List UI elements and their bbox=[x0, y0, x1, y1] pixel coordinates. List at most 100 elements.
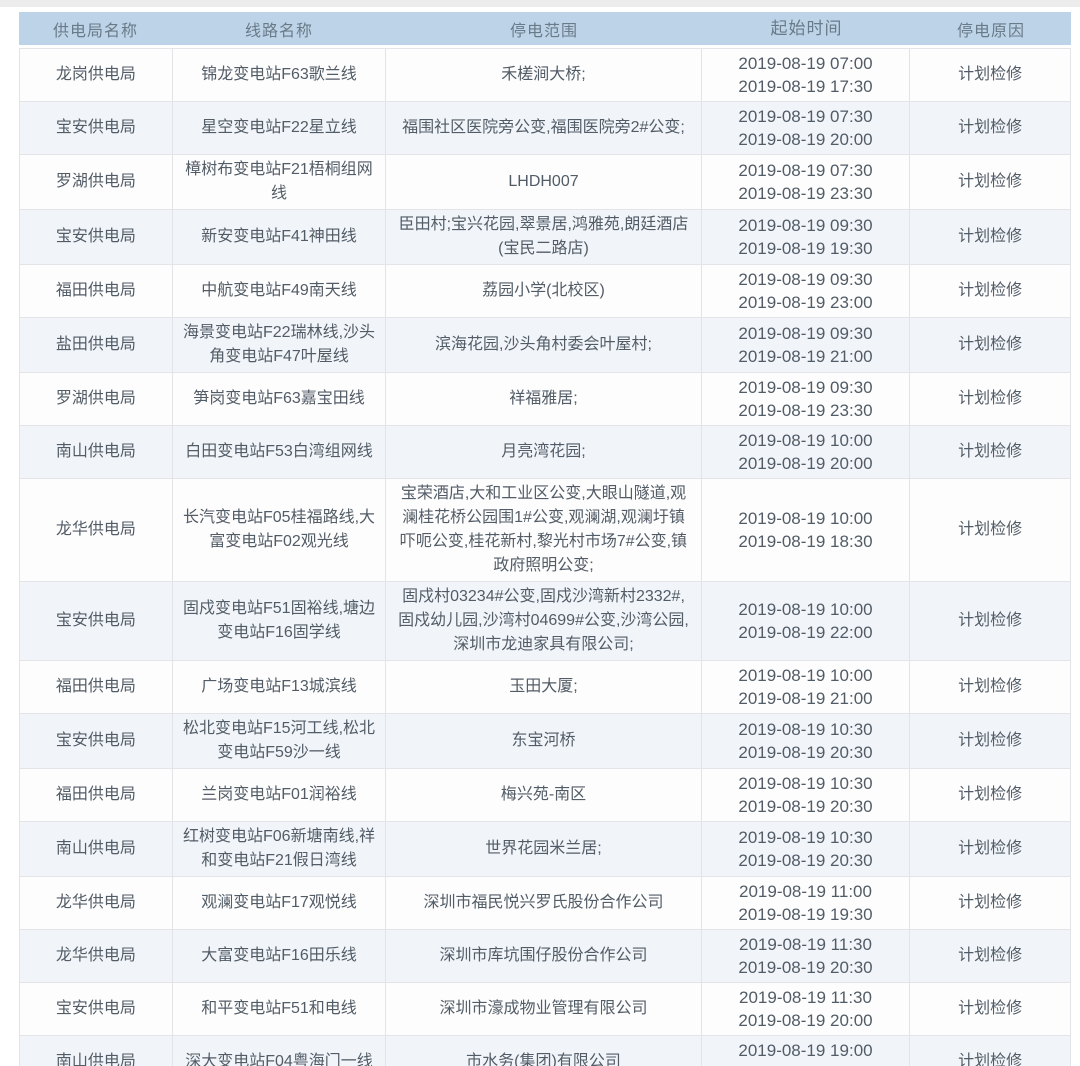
end-time: 2019-08-19 20:30 bbox=[738, 743, 873, 762]
scope-cell: 月亮湾花园; bbox=[386, 426, 702, 478]
time-cell: 2019-08-19 11:00 2019-08-19 19:30 bbox=[702, 877, 911, 929]
outage-table: 供电局名称 线路名称 停电范围 起始时间 停电原因 龙岗供电局 锦龙变电站F63… bbox=[19, 12, 1071, 1066]
start-time: 2019-08-19 11:00 bbox=[739, 882, 872, 901]
end-time: 2019-08-19 21:00 bbox=[738, 689, 873, 708]
end-time: 2019-08-20 10:30 bbox=[738, 1062, 872, 1066]
reason-cell: 计划检修 bbox=[958, 443, 1023, 460]
reason-cell: 计划检修 bbox=[958, 119, 1023, 136]
start-time: 2019-08-19 10:00 bbox=[738, 431, 873, 450]
line-cell: 新安变电站F41神田线 bbox=[173, 210, 387, 264]
reason-cell: 计划检修 bbox=[958, 521, 1023, 538]
table-row: 龙华供电局 长汽变电站F05桂福路线,大富变电站F02观光线 宝荣酒店,大和工业… bbox=[20, 479, 1070, 582]
table-row: 南山供电局 红树变电站F06新塘南线,祥和变电站F21假日湾线 世界花园米兰居;… bbox=[20, 822, 1070, 877]
scope-cell: 臣田村;宝兴花园,翠景居,鸿雅苑,朗廷酒店(宝民二路店) bbox=[386, 210, 702, 264]
scope-cell: 深圳市濠成物业管理有限公司 bbox=[386, 983, 702, 1035]
start-time: 2019-08-19 07:00 bbox=[738, 54, 873, 73]
bureau-cell: 龙华供电局 bbox=[20, 479, 173, 581]
line-cell: 观澜变电站F17观悦线 bbox=[173, 877, 387, 929]
time-cell: 2019-08-19 09:30 2019-08-19 21:00 bbox=[702, 318, 911, 372]
bureau-cell: 罗湖供电局 bbox=[20, 155, 173, 209]
end-time: 2019-08-19 23:30 bbox=[738, 401, 873, 420]
time-cell: 2019-08-19 10:30 2019-08-19 20:30 bbox=[702, 769, 911, 821]
header-line: 线路名称 bbox=[244, 22, 313, 40]
bureau-cell: 南山供电局 bbox=[20, 1036, 173, 1066]
scope-cell: 荔园小学(北校区) bbox=[386, 265, 702, 317]
scope-cell: 深圳市福民悦兴罗氏股份合作公司 bbox=[386, 877, 702, 929]
bureau-cell: 福田供电局 bbox=[20, 265, 173, 317]
reason-cell: 计划检修 bbox=[958, 228, 1023, 245]
header-reason: 停电原因 bbox=[956, 22, 1025, 40]
reason-cell: 计划检修 bbox=[958, 612, 1023, 629]
bureau-cell: 龙岗供电局 bbox=[20, 49, 173, 101]
line-cell: 红树变电站F06新塘南线,祥和变电站F21假日湾线 bbox=[173, 822, 387, 876]
reason-cell: 计划检修 bbox=[958, 282, 1023, 299]
line-cell: 兰岗变电站F01润裕线 bbox=[173, 769, 387, 821]
bureau-cell: 罗湖供电局 bbox=[20, 373, 173, 425]
time-cell: 2019-08-19 07:30 2019-08-19 23:30 bbox=[702, 155, 911, 209]
bureau-cell: 宝安供电局 bbox=[20, 582, 173, 660]
start-time: 2019-08-19 10:30 bbox=[738, 828, 873, 847]
bureau-cell: 宝安供电局 bbox=[20, 714, 173, 768]
start-time: 2019-08-19 09:30 bbox=[738, 216, 873, 235]
header-scope: 停电范围 bbox=[509, 22, 578, 40]
start-time: 2019-08-19 07:30 bbox=[738, 107, 873, 126]
time-cell: 2019-08-19 10:30 2019-08-19 20:30 bbox=[702, 822, 911, 876]
start-time: 2019-08-19 09:30 bbox=[738, 324, 873, 343]
start-time: 2019-08-19 10:00 bbox=[738, 600, 873, 619]
time-cell: 2019-08-19 09:30 2019-08-19 23:00 bbox=[702, 265, 911, 317]
end-time: 2019-08-19 20:30 bbox=[738, 958, 873, 977]
line-cell: 固戍变电站F51固裕线,塘边变电站F16固学线 bbox=[173, 582, 387, 660]
header-start-time: 起始时间 bbox=[770, 19, 843, 38]
scope-cell: 宝荣酒店,大和工业区公变,大眼山隧道,观澜桂花桥公园围1#公变,观澜湖,观澜圩镇… bbox=[386, 479, 702, 581]
start-time: 2019-08-19 11:30 bbox=[739, 988, 872, 1007]
bureau-cell: 宝安供电局 bbox=[20, 102, 173, 154]
table-header-row: 供电局名称 线路名称 停电范围 起始时间 停电原因 bbox=[19, 12, 1071, 45]
line-cell: 樟树布变电站F21梧桐组网线 bbox=[173, 155, 387, 209]
reason-cell: 计划检修 bbox=[958, 1053, 1023, 1066]
scope-cell: 东宝河桥 bbox=[386, 714, 702, 768]
table-body: 龙岗供电局 锦龙变电站F63歌兰线 禾槎涧大桥; 2019-08-19 07:0… bbox=[19, 48, 1071, 1066]
scope-cell: 滨海花园,沙头角村委会叶屋村; bbox=[386, 318, 702, 372]
time-cell: 2019-08-19 10:30 2019-08-19 20:30 bbox=[702, 714, 911, 768]
reason-cell: 计划检修 bbox=[958, 1000, 1023, 1017]
bureau-cell: 南山供电局 bbox=[20, 426, 173, 478]
reason-cell: 计划检修 bbox=[958, 390, 1023, 407]
end-time: 2019-08-19 20:30 bbox=[738, 851, 873, 870]
line-cell: 星空变电站F22星立线 bbox=[173, 102, 387, 154]
line-cell: 松北变电站F15河工线,松北变电站F59沙一线 bbox=[173, 714, 387, 768]
reason-cell: 计划检修 bbox=[958, 66, 1023, 83]
time-cell: 2019-08-19 10:00 2019-08-19 22:00 bbox=[702, 582, 911, 660]
start-time: 2019-08-19 07:30 bbox=[738, 161, 873, 180]
table-row: 宝安供电局 固戍变电站F51固裕线,塘边变电站F16固学线 固戍村03234#公… bbox=[20, 582, 1070, 661]
end-time: 2019-08-19 23:00 bbox=[738, 293, 873, 312]
scope-cell: 祥福雅居; bbox=[386, 373, 702, 425]
table-row: 龙岗供电局 锦龙变电站F63歌兰线 禾槎涧大桥; 2019-08-19 07:0… bbox=[20, 49, 1070, 102]
line-cell: 海景变电站F22瑞林线,沙头角变电站F47叶屋线 bbox=[173, 318, 387, 372]
bureau-cell: 龙华供电局 bbox=[20, 930, 173, 982]
scope-cell: 梅兴苑-南区 bbox=[386, 769, 702, 821]
bureau-cell: 福田供电局 bbox=[20, 769, 173, 821]
end-time: 2019-08-19 20:00 bbox=[738, 454, 873, 473]
reason-cell: 计划检修 bbox=[958, 173, 1023, 190]
end-time: 2019-08-19 20:00 bbox=[738, 130, 873, 149]
line-cell: 广场变电站F13城滨线 bbox=[173, 661, 387, 713]
table-row: 盐田供电局 海景变电站F22瑞林线,沙头角变电站F47叶屋线 滨海花园,沙头角村… bbox=[20, 318, 1070, 373]
table-row: 宝安供电局 和平变电站F51和电线 深圳市濠成物业管理有限公司 2019-08-… bbox=[20, 983, 1070, 1036]
scope-cell: 世界花园米兰居; bbox=[386, 822, 702, 876]
bureau-cell: 龙华供电局 bbox=[20, 877, 173, 929]
start-time: 2019-08-19 19:00 bbox=[738, 1041, 873, 1060]
reason-cell: 计划检修 bbox=[958, 336, 1023, 353]
header-bureau: 供电局名称 bbox=[52, 22, 138, 40]
start-time: 2019-08-19 11:30 bbox=[739, 935, 872, 954]
scope-cell: 市水务(集团)有限公司 bbox=[386, 1036, 702, 1066]
reason-cell: 计划检修 bbox=[958, 678, 1023, 695]
bureau-cell: 盐田供电局 bbox=[20, 318, 173, 372]
time-cell: 2019-08-19 07:30 2019-08-19 20:00 bbox=[702, 102, 911, 154]
scope-cell: 固戍村03234#公变,固戍沙湾新村2332#,固戍幼儿园,沙湾村04699#公… bbox=[386, 582, 702, 660]
time-cell: 2019-08-19 11:30 2019-08-19 20:30 bbox=[702, 930, 911, 982]
bureau-cell: 福田供电局 bbox=[20, 661, 173, 713]
reason-cell: 计划检修 bbox=[958, 732, 1023, 749]
scope-cell: 禾槎涧大桥; bbox=[386, 49, 702, 101]
reason-cell: 计划检修 bbox=[958, 947, 1023, 964]
